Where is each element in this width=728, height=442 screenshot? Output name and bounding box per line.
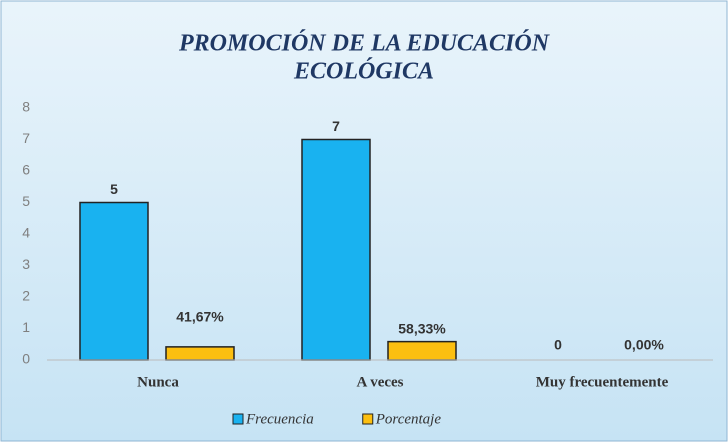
y-tick-label: 2: [22, 288, 30, 304]
bar: [79, 201, 149, 361]
bar: [387, 340, 457, 361]
y-tick-label: 6: [22, 162, 30, 178]
y-tick-label: 4: [22, 225, 30, 241]
bar: [165, 346, 235, 361]
legend-swatch: [362, 413, 374, 425]
data-label: 0: [554, 337, 562, 353]
data-label: 41,67%: [176, 309, 224, 325]
chart-title: PROMOCIÓN DE LA EDUCACIÓN: [178, 30, 551, 57]
data-label: 5: [110, 181, 118, 197]
legend-label: Frecuencia: [245, 411, 314, 427]
y-tick-label: 1: [22, 319, 30, 335]
data-label: 58,33%: [398, 320, 446, 336]
y-tick-label: 7: [22, 130, 30, 146]
bar: [301, 138, 371, 361]
x-tick-label: Muy frecuentemente: [536, 374, 669, 390]
x-tick-label: A veces: [356, 374, 403, 390]
chart-subtitle: ECOLÓGICA: [293, 58, 434, 85]
legend-swatch: [232, 413, 244, 425]
y-tick-label: 0: [22, 351, 30, 367]
y-tick-label: 8: [22, 99, 30, 115]
data-label: 0,00%: [624, 337, 664, 353]
data-label: 7: [332, 118, 340, 134]
x-tick-label: Nunca: [137, 374, 179, 390]
legend-label: Porcentaje: [375, 411, 442, 427]
y-tick-label: 3: [22, 256, 30, 272]
y-tick-label: 5: [22, 193, 30, 209]
